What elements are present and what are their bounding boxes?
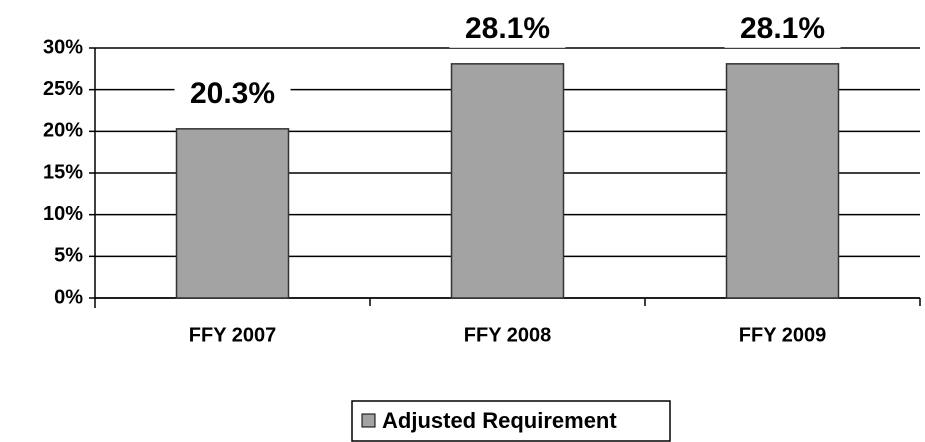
bar (175, 128, 290, 299)
x-tick-label: FFY 2009 (739, 324, 826, 346)
x-tick-label: FFY 2008 (464, 324, 551, 346)
data-label-background (724, 11, 841, 48)
bar (725, 63, 840, 299)
data-label-background (174, 76, 291, 113)
data-label: 28.1% (740, 12, 825, 45)
y-tick-label: 30% (43, 36, 83, 58)
data-label: 28.1% (465, 12, 550, 45)
x-tick-label: FFY 2007 (189, 324, 276, 346)
y-tick-label: 25% (43, 78, 83, 100)
y-tick-label: 20% (43, 120, 83, 142)
data-label-background (449, 11, 566, 48)
y-tick-label: 15% (43, 161, 83, 183)
y-tick-label: 10% (43, 203, 83, 225)
bar (450, 63, 565, 299)
legend-box (351, 400, 671, 442)
y-tick-label: 5% (54, 245, 83, 267)
legend-swatch (361, 413, 376, 428)
legend-label: Adjusted Requirement (382, 408, 617, 433)
data-label: 20.3% (190, 77, 275, 110)
y-tick-label: 0% (54, 286, 83, 308)
